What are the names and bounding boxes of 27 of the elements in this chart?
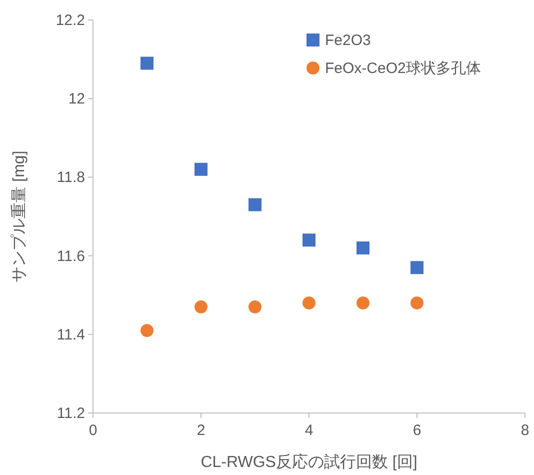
- y-tick-label: 11.2: [56, 405, 85, 422]
- point: [248, 198, 262, 212]
- point: [248, 300, 262, 314]
- y-tick-label: 12.2: [56, 12, 85, 29]
- point: [140, 324, 154, 337]
- x-tick-label: 4: [304, 422, 314, 439]
- point: [302, 296, 316, 310]
- x-tick-label: 2: [196, 422, 206, 439]
- point: [410, 261, 424, 274]
- point: [410, 296, 424, 310]
- point: [356, 241, 370, 254]
- y-tick-label: 11.6: [56, 248, 85, 265]
- x-tick-label: 6: [412, 422, 422, 439]
- y-tick-label: 11.8: [56, 169, 85, 186]
- x-tick-label: 0: [88, 422, 98, 439]
- point: [194, 162, 208, 176]
- point: [356, 296, 370, 310]
- legend-label: Fe2O3: [325, 32, 371, 49]
- point: [302, 234, 316, 247]
- point: [194, 300, 208, 314]
- x-tick-label: 8: [520, 422, 530, 439]
- y-tick-label: 11.4: [56, 326, 85, 344]
- x-axis-title: CL-RWGS反応の試行回数 [回]: [200, 453, 418, 471]
- y-tick-label: 12: [68, 90, 85, 108]
- y-axis-title: サンプル重量 [mg]: [10, 150, 28, 282]
- point: [140, 56, 154, 70]
- legend-label: FeOx-CeO2球状多孔体: [325, 60, 481, 77]
